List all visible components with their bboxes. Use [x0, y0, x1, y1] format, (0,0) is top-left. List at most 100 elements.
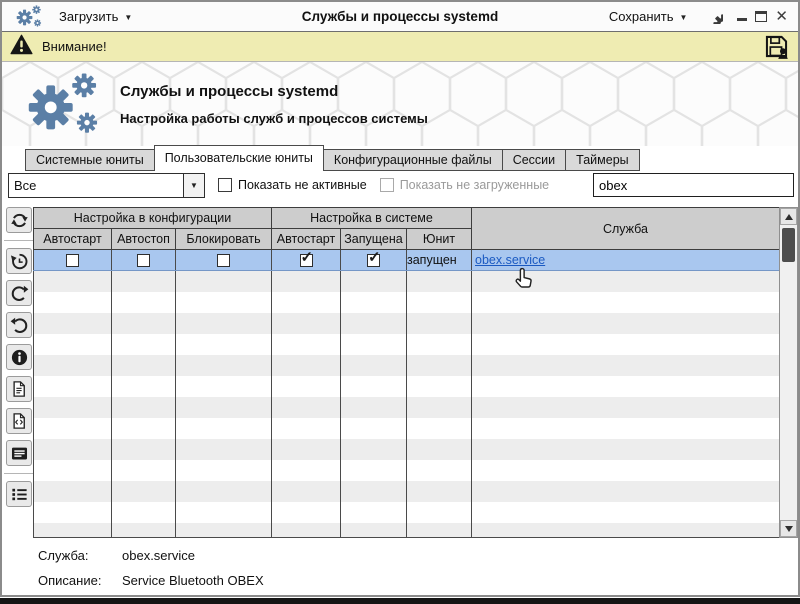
tab-bar: Системные юниты Пользовательские юниты Кон… [25, 145, 640, 171]
table-header: Настройка в конфигурации Настройка в сист… [33, 207, 779, 250]
unit-source-button[interactable] [6, 408, 32, 434]
category-dropdown[interactable]: Все ▼ [8, 172, 205, 198]
tab-config-files[interactable]: Конфигурационные файлы [322, 149, 503, 171]
scroll-down-icon[interactable] [780, 520, 797, 537]
search-input[interactable] [593, 173, 794, 197]
column-header-3[interactable]: Автостарт [271, 228, 341, 250]
tab-system-units[interactable]: Системные юниты [25, 149, 155, 171]
config-autostart-cell [33, 249, 112, 271]
scrollbar-thumb[interactable] [782, 228, 795, 262]
info-icon [10, 348, 29, 367]
unit-file-button[interactable] [6, 376, 32, 402]
undo-button[interactable] [6, 312, 32, 338]
unit-list-icon [10, 485, 29, 504]
minimize-icon[interactable] [737, 18, 748, 21]
group-header-system: Настройка в системе [271, 207, 472, 229]
table-row-empty [33, 522, 779, 537]
table-row-empty [33, 312, 779, 334]
group-header-config: Настройка в конфигурации [33, 207, 272, 229]
save-floppy-icon[interactable] [763, 33, 790, 60]
load-menu-button[interactable]: Загрузить ▼ [59, 9, 132, 24]
left-toolbar [4, 207, 34, 513]
dropdown-arrow-icon: ▼ [679, 13, 688, 22]
tab-user-units[interactable]: Пользовательские юниты [153, 145, 324, 171]
page-title: Службы и процессы systemd [120, 83, 339, 100]
column-header-1[interactable]: Автостоп [111, 228, 176, 250]
unit-menu-icon [10, 444, 29, 463]
unit-source-icon [10, 412, 28, 430]
save-menu-label: Сохранить [608, 9, 674, 24]
system-running-cell [340, 249, 407, 271]
warning-triangle-icon [10, 34, 33, 60]
service-detail-value: obex.service [122, 548, 195, 563]
toolbar-separator [4, 473, 34, 474]
service-detail-label: Служба: [38, 548, 89, 563]
system-autostart-checkbox[interactable] [299, 252, 313, 268]
app-logo-gears-icon [15, 4, 45, 29]
app-logo-gears-icon [24, 71, 108, 143]
table-row-empty [33, 354, 779, 376]
system-running-checkbox[interactable] [367, 252, 381, 268]
config-block-checkbox[interactable] [217, 254, 230, 268]
description-detail-value: Service Bluetooth OBEX [122, 573, 264, 588]
category-dropdown-value: Все [14, 177, 37, 193]
titlebar: Загрузить ▼ Службы и процессы systemd Со… [2, 2, 798, 32]
scroll-up-icon[interactable] [780, 208, 797, 225]
close-icon[interactable]: ✕ [775, 8, 788, 25]
tab-timers[interactable]: Таймеры [565, 149, 640, 171]
column-header-4[interactable]: Запущена [340, 228, 407, 250]
system-autostart-cell [271, 249, 341, 271]
load-menu-label: Загрузить [59, 9, 119, 24]
maximize-icon[interactable] [755, 11, 768, 22]
warning-text: Внимание! [42, 39, 107, 54]
window-controls: ✕ [737, 9, 788, 24]
page-header: Службы и процессы systemd Настройка рабо… [2, 62, 798, 146]
config-autostop-checkbox[interactable] [137, 254, 150, 268]
column-header-0[interactable]: Автостарт [33, 228, 112, 250]
unit-file-icon [10, 380, 28, 398]
undo-icon [10, 316, 29, 335]
service-cell: obex.service [471, 249, 779, 271]
config-autostop-cell [111, 249, 176, 271]
history-restore-button[interactable] [6, 248, 32, 274]
show-inactive-checkbox[interactable] [218, 178, 232, 192]
service-link[interactable]: obex.service [475, 253, 546, 267]
column-header-5[interactable]: Юнит [406, 228, 472, 250]
config-autostart-checkbox[interactable] [66, 254, 79, 268]
show-unloaded-checkbox [379, 178, 394, 192]
redo-button[interactable] [6, 280, 32, 306]
table-row-empty [33, 270, 779, 292]
dropdown-arrow-icon: ▼ [124, 13, 133, 22]
unit-state-cell: запущен [406, 249, 472, 271]
vertical-scrollbar[interactable] [779, 207, 798, 538]
table-row-empty [33, 501, 779, 523]
show-inactive-checkbox-group: Показать не активные [218, 178, 367, 192]
tab-sessions[interactable]: Сессии [501, 149, 567, 171]
refresh-button[interactable] [6, 207, 32, 233]
column-header-2[interactable]: Блокировать [175, 228, 272, 250]
config-block-cell [175, 249, 272, 271]
chevron-down-icon[interactable]: ▼ [183, 173, 204, 197]
info-button[interactable] [6, 344, 32, 370]
unit-menu-button[interactable] [6, 440, 32, 466]
table-row-empty [33, 480, 779, 502]
show-unloaded-label: Показать не загруженные [399, 178, 550, 192]
show-unloaded-checkbox-group: Показать не загруженные [379, 178, 550, 192]
show-inactive-label: Показать не активные [238, 178, 367, 192]
table-row-empty [33, 375, 779, 397]
settings-button[interactable] [703, 4, 723, 29]
settings-gear-icon [703, 4, 723, 29]
save-menu-button[interactable]: Сохранить ▼ [609, 9, 688, 24]
column-header-service[interactable]: Служба [471, 207, 779, 250]
page-subtitle: Настройка работы служб и процессов систе… [120, 111, 428, 126]
table-row-empty [33, 459, 779, 481]
details-panel: Служба: obex.service Описание: Service B… [38, 548, 264, 598]
unit-list-button[interactable] [6, 481, 32, 507]
table-row-empty [33, 438, 779, 460]
services-table: Настройка в конфигурации Настройка в сист… [33, 207, 779, 537]
bottom-strip [0, 598, 800, 604]
description-detail-label: Описание: [38, 573, 102, 588]
filter-bar: Все ▼ Показать не активные Показать не з… [8, 171, 794, 199]
table-row-empty [33, 291, 779, 313]
